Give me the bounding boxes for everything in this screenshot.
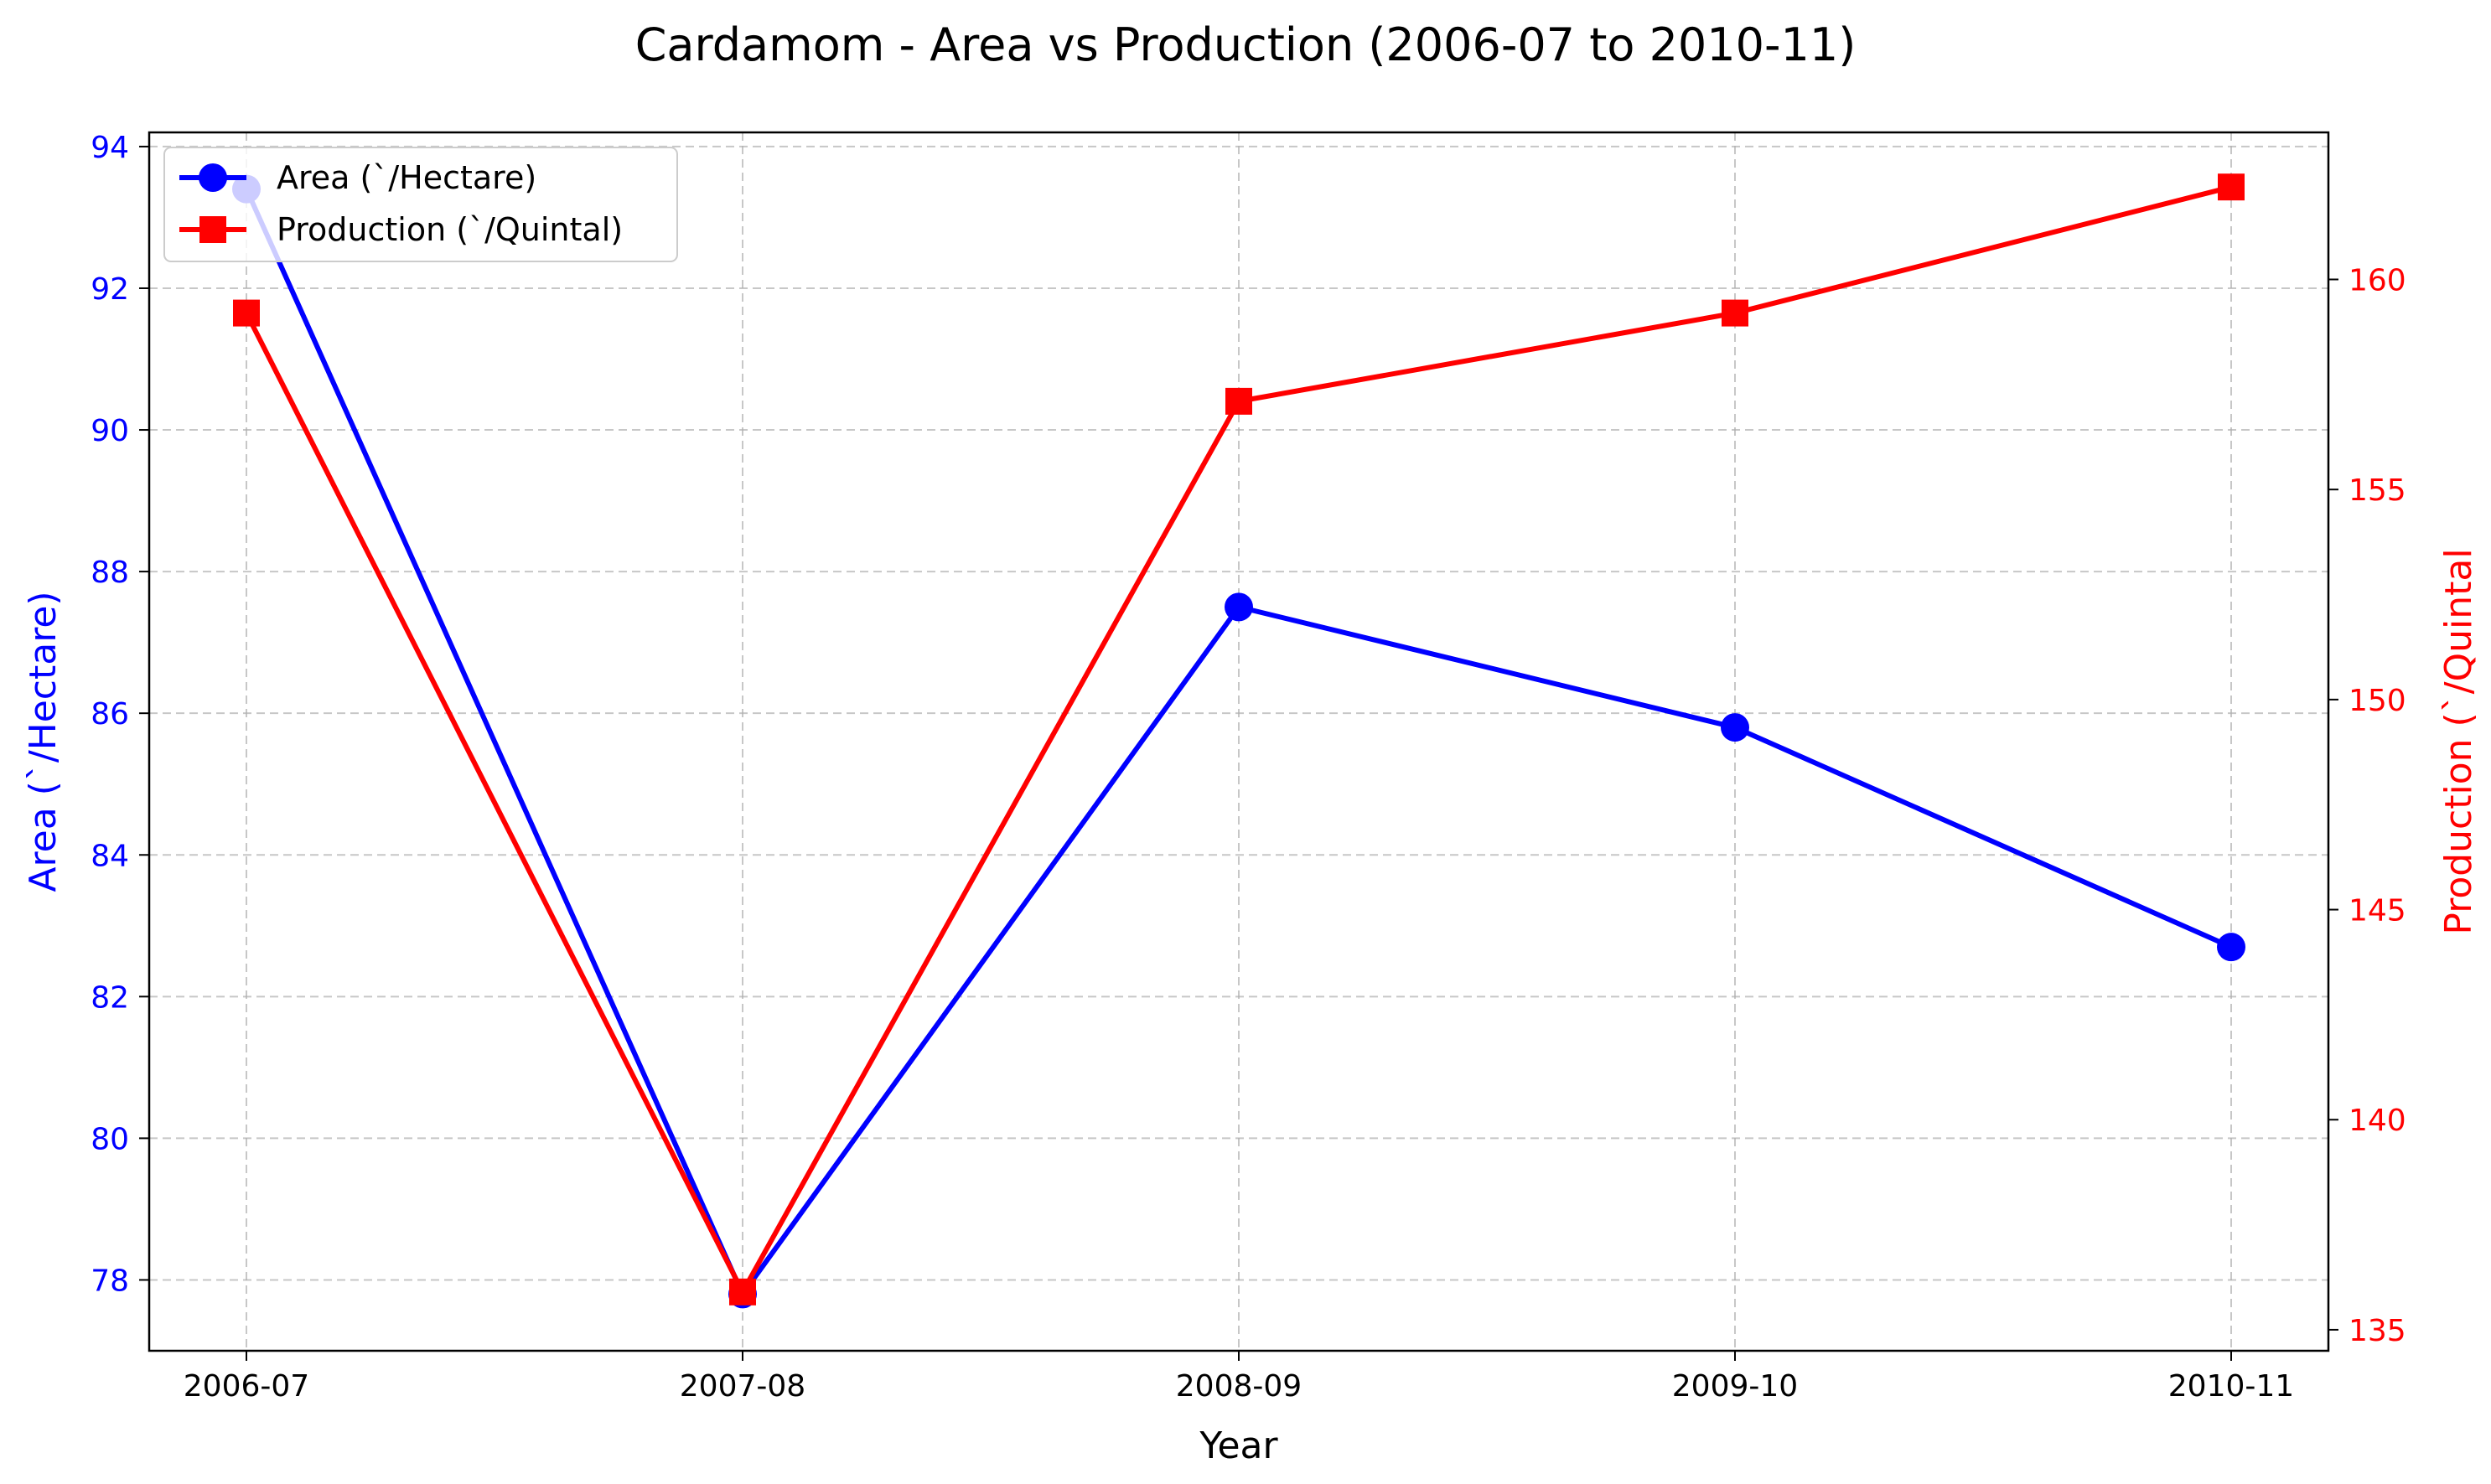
x-axis: 2006-07 2007-08 2008-09 2009-10 2010-11 <box>184 1351 2294 1404</box>
left-y-axis-title: Area (`/Hectare) <box>22 591 65 892</box>
legend-box <box>163 147 678 262</box>
left-y-axis: 78 80 82 84 86 88 90 92 94 <box>91 131 149 1298</box>
x-tick-label: 2008-09 <box>1176 1369 1302 1404</box>
data-point <box>729 1278 756 1306</box>
right-y-tick-label: 150 <box>2349 684 2406 718</box>
data-point <box>1722 299 1748 327</box>
x-tick-label: 2007-08 <box>680 1369 805 1404</box>
legend-label: Production (`/Quintal) <box>277 211 623 248</box>
right-y-tick-label: 140 <box>2349 1104 2406 1138</box>
legend-marker <box>199 163 227 192</box>
legend-item: Area (`/Hectare) <box>179 159 536 196</box>
left-y-tick-label: 94 <box>91 131 129 165</box>
legend-label: Area (`/Hectare) <box>277 159 536 196</box>
left-y-tick-label: 92 <box>91 272 129 307</box>
legend-item: Production (`/Quintal) <box>179 211 623 248</box>
left-y-tick-label: 82 <box>91 980 129 1015</box>
left-y-tick-label: 80 <box>91 1122 129 1156</box>
x-tick-label: 2006-07 <box>184 1369 309 1404</box>
data-point <box>2217 933 2245 962</box>
right-y-axis-title: Production (`/Quintal <box>2437 548 2480 934</box>
left-y-tick-label: 90 <box>91 414 129 448</box>
x-tick-label: 2009-10 <box>1672 1369 1798 1404</box>
x-axis-title: Year <box>1199 1425 1278 1467</box>
left-y-tick-label: 86 <box>91 697 129 732</box>
left-y-tick-label: 78 <box>91 1264 129 1298</box>
x-tick-label: 2010-11 <box>2168 1369 2294 1404</box>
data-point <box>233 299 260 327</box>
data-point <box>1225 592 1253 622</box>
right-y-tick-label: 160 <box>2349 263 2406 297</box>
right-y-tick-label: 135 <box>2349 1314 2406 1348</box>
right-y-axis: 135 140 145 150 155 160 <box>2328 263 2406 1348</box>
left-y-tick-label: 84 <box>91 839 129 873</box>
legend: Area (`/Hectare) Production (`/Quintal) <box>163 147 678 262</box>
chart-title: Cardamom - Area vs Production (2006-07 t… <box>635 18 1857 71</box>
series-1 <box>233 173 2245 1306</box>
right-y-tick-label: 155 <box>2349 473 2406 508</box>
legend-marker <box>199 216 226 243</box>
grid-layer <box>149 132 2328 1351</box>
left-y-tick-label: 88 <box>91 556 129 590</box>
data-point <box>1225 387 1252 415</box>
right-y-tick-label: 145 <box>2349 894 2406 928</box>
data-point <box>2218 173 2245 201</box>
data-point <box>1721 713 1749 742</box>
